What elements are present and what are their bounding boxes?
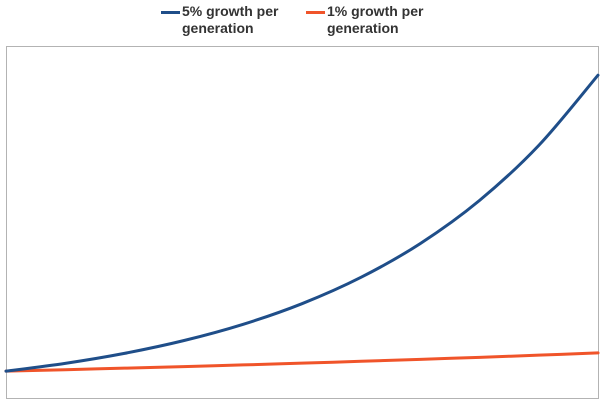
legend-label-series-2: 1% growth per generation	[327, 3, 424, 36]
legend-item-series-2: 1% growth per generation	[306, 3, 439, 37]
series-line-1	[4, 73, 600, 373]
legend-swatch-series-1	[161, 11, 180, 14]
plot-area-frame	[6, 46, 599, 399]
series-line-2	[4, 351, 600, 373]
series-layer	[4, 73, 600, 373]
chart-legend: 5% growth per generation 1% growth per g…	[0, 3, 600, 37]
legend-swatch-series-2	[306, 11, 325, 14]
legend-label-series-1: 5% growth per generation	[182, 3, 279, 36]
legend-item-series-1: 5% growth per generation	[161, 3, 294, 37]
